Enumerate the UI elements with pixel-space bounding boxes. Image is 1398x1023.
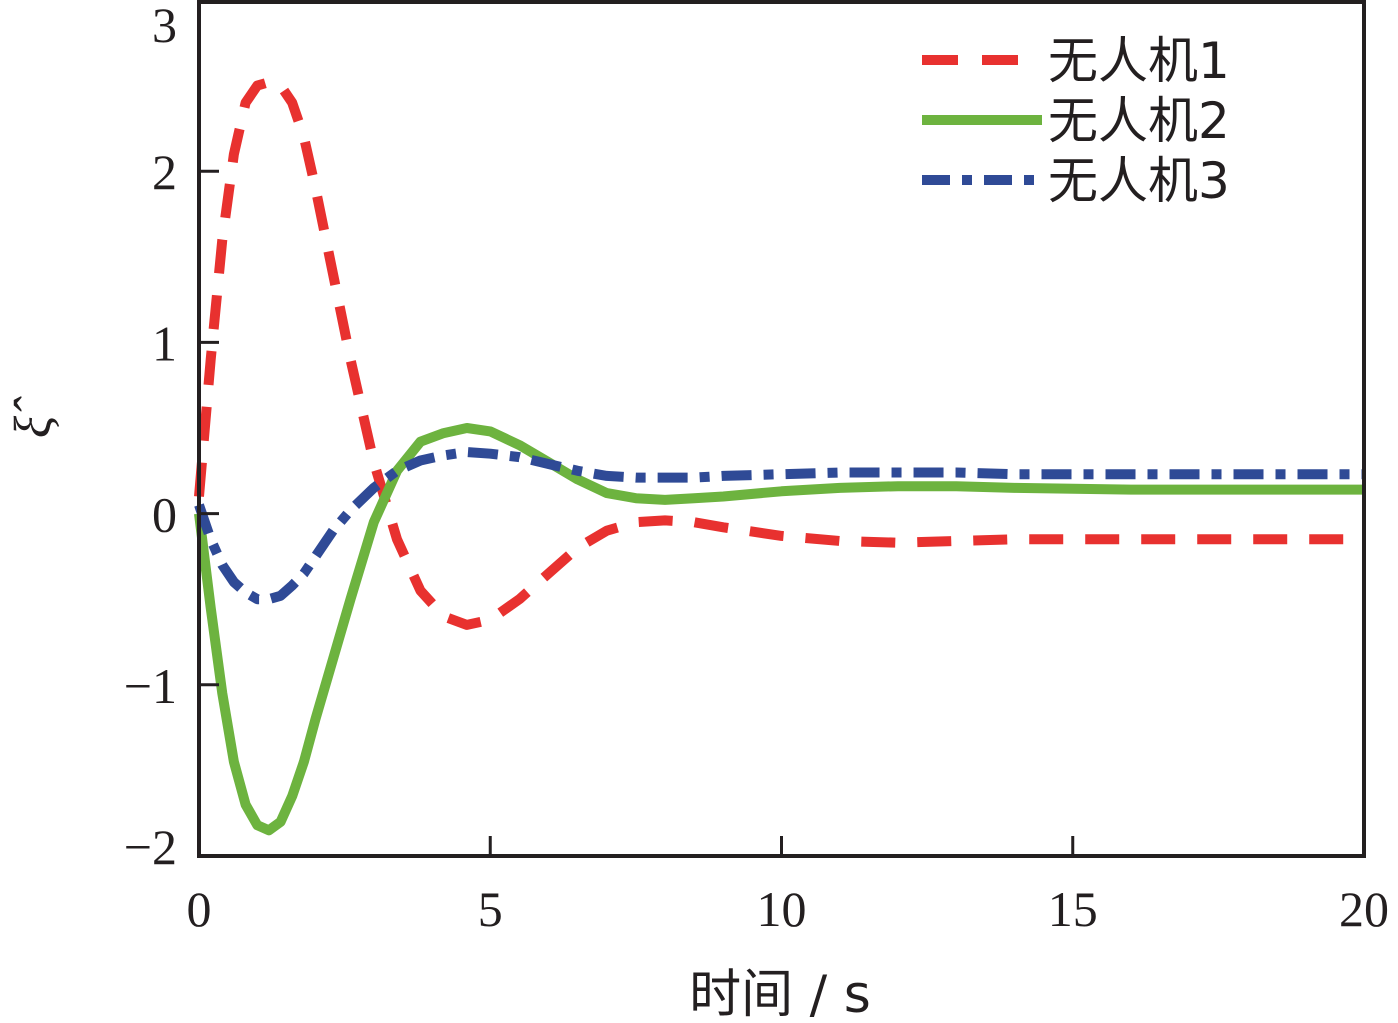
series-line-3 bbox=[194, 447, 1364, 605]
y-tick-label: −1 bbox=[124, 658, 177, 714]
legend-label-2: 无人机2 bbox=[1048, 92, 1230, 150]
x-tick-label: 10 bbox=[757, 881, 807, 937]
y-tick-label: 2 bbox=[152, 144, 177, 200]
x-tick-label: 0 bbox=[187, 881, 212, 937]
x-tick-label: 20 bbox=[1339, 881, 1389, 937]
x-tick-label: 15 bbox=[1048, 881, 1098, 937]
series-line-2 bbox=[194, 423, 1364, 836]
series-line-1 bbox=[194, 77, 1364, 630]
axes-layer: 0 5 10 15 20 −2 −1 0 1 2 3 bbox=[124, 0, 1389, 937]
y-tick-label: −2 bbox=[124, 819, 177, 875]
legend-label-1: 无人机1 bbox=[1048, 32, 1230, 90]
y-tick-label: 1 bbox=[152, 315, 177, 371]
y-tick-label: 3 bbox=[152, 0, 177, 53]
x-axis-title: 时间 / s bbox=[689, 965, 871, 1023]
legend-label-3: 无人机3 bbox=[1048, 152, 1230, 210]
y-axis-title: ξ̂ bbox=[5, 396, 62, 438]
x-tick-label: 5 bbox=[478, 881, 503, 937]
y-tick-label: 0 bbox=[152, 487, 177, 543]
series-layer bbox=[194, 77, 1364, 836]
